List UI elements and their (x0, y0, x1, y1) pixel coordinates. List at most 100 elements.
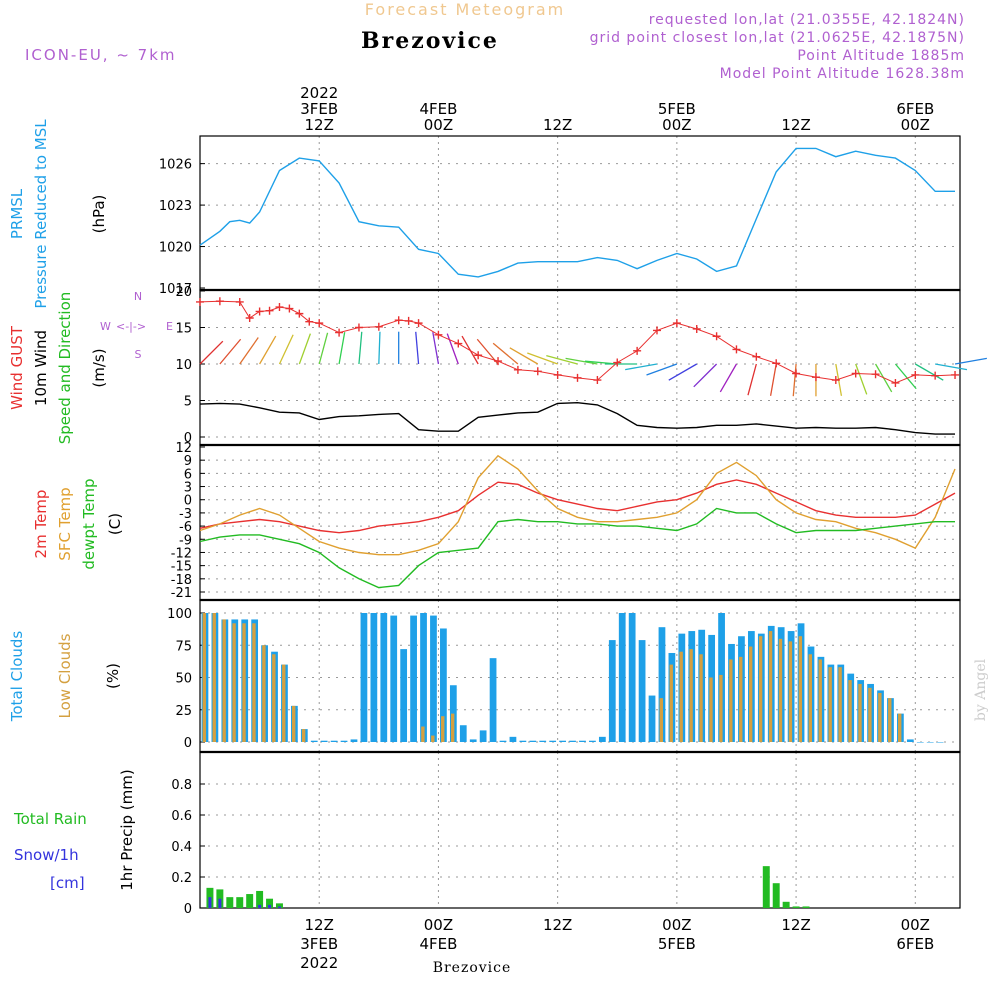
gust-point (414, 319, 423, 328)
header-title: Forecast Meteogram (365, 0, 565, 19)
total-cloud-bar (509, 736, 517, 742)
gust-point (712, 332, 721, 341)
temp-2m-line (199, 479, 956, 534)
pressure-label: PRMSL (8, 188, 26, 239)
total-cloud-bar (539, 740, 547, 742)
y-tick-label: -9 (179, 533, 192, 548)
total-cloud-bar (350, 739, 358, 742)
gust-point (404, 316, 413, 325)
temp-label: 2m Temp (32, 490, 50, 559)
gust-point (454, 339, 463, 348)
requested-coords: requested lon,lat (21.0355E, 42.1824N) (649, 12, 965, 28)
dewpt-line (199, 507, 955, 589)
gust-point (265, 306, 274, 315)
rain-bar (762, 866, 770, 908)
time-label-bottom: 12Z (305, 916, 334, 934)
gust-point (374, 322, 383, 331)
low-cloud-bar (431, 735, 435, 742)
total-cloud-bar (459, 725, 467, 742)
total-cloud-bar (430, 615, 437, 742)
total-cloud-bar (370, 613, 378, 742)
total-cloud-bar (916, 742, 924, 743)
total-cloud-bar (569, 740, 576, 742)
time-label-top: 5FEB (658, 100, 696, 118)
time-label-bottom: 6FEB (896, 935, 934, 953)
snow-bar (268, 904, 272, 908)
gust-point (315, 319, 324, 328)
time-label-top: 2022 (300, 84, 338, 102)
wind-barb (358, 331, 363, 365)
gust-point (494, 357, 503, 366)
y-tick-label: -21 (171, 586, 192, 601)
total-cloud-bar (469, 739, 477, 742)
low-cloud-bar (659, 698, 663, 742)
time-label-bottom: 00Z (662, 916, 691, 934)
wind-barb (239, 337, 259, 365)
total-cloud-bar (618, 613, 626, 742)
low-cloud-bar (888, 698, 892, 742)
gust-point (672, 319, 681, 328)
time-label-top: 00Z (901, 116, 930, 134)
total-cloud-bar (589, 740, 596, 742)
total-cloud-bar (410, 615, 417, 742)
wind-barb (492, 342, 519, 365)
point-altitude: Point Altitude 1885m (797, 48, 965, 64)
low-cloud-bar (898, 713, 902, 742)
gust-point (811, 373, 820, 382)
side-labels: PRMSL Pressure Reduced to MSL (hPa) Wind GU… (8, 119, 173, 892)
y-tick-label: 0.6 (171, 809, 192, 824)
total-cloud-bar (598, 736, 606, 742)
gust-point (851, 369, 860, 378)
time-label-top: 00Z (662, 116, 691, 134)
total-cloud-bar (360, 613, 368, 742)
gust-point (245, 314, 254, 323)
total-cloud-bar (579, 740, 586, 742)
wind-speed-line (199, 401, 955, 435)
y-tick-label: 0 (184, 736, 192, 751)
bottom-station-label: Brezovice (433, 960, 512, 976)
y-tick-label: 0.8 (171, 778, 192, 793)
gust-point (255, 307, 264, 316)
low-cloud-bar (252, 623, 256, 742)
gust-point (911, 370, 920, 379)
y-tick-label: 6 (184, 467, 192, 482)
time-label-top: 12Z (781, 116, 810, 134)
y-tick-label: 1017 (159, 282, 192, 297)
rain-bar (782, 901, 790, 908)
low-cloud-bar (301, 729, 306, 742)
low-cloud-bar (739, 656, 743, 742)
y-tick-label: 12 (175, 441, 192, 456)
y-tick-label: 1020 (159, 241, 192, 256)
snow-bar (218, 898, 222, 908)
time-label-bottom: 00Z (901, 916, 930, 934)
total-cloud-bar (638, 640, 646, 742)
rain-bar (256, 890, 264, 908)
temp-frame (199, 444, 961, 601)
total-cloud-bar (390, 615, 398, 742)
low-cloud-bar (808, 654, 812, 742)
y-tick-label: 100 (167, 607, 192, 622)
gust-point (215, 297, 224, 306)
wind-barb (954, 357, 987, 365)
total-cloud-bar (529, 740, 537, 742)
low-cloud-bar (798, 636, 803, 742)
time-label-top: 4FEB (419, 100, 457, 118)
pressure-panel: 1017 1020 1023 1026 (159, 135, 961, 297)
gust-point (613, 358, 622, 367)
temp-label: dewpt Temp (80, 478, 98, 569)
y-tick-label: 15 (175, 322, 192, 337)
total-cloud-bar (499, 740, 507, 742)
total-cloud-bar (489, 658, 497, 742)
gust-point (871, 370, 880, 379)
wind-barb (318, 332, 329, 365)
low-cloud-bar (421, 726, 425, 742)
snow-bar (258, 904, 262, 908)
y-tick-label: 10 (175, 358, 192, 373)
gust-point (285, 304, 294, 313)
time-label-top: 3FEB (300, 100, 338, 118)
gust-point (335, 328, 344, 337)
low-cloud-bar (758, 636, 763, 742)
gust-point (831, 376, 840, 385)
